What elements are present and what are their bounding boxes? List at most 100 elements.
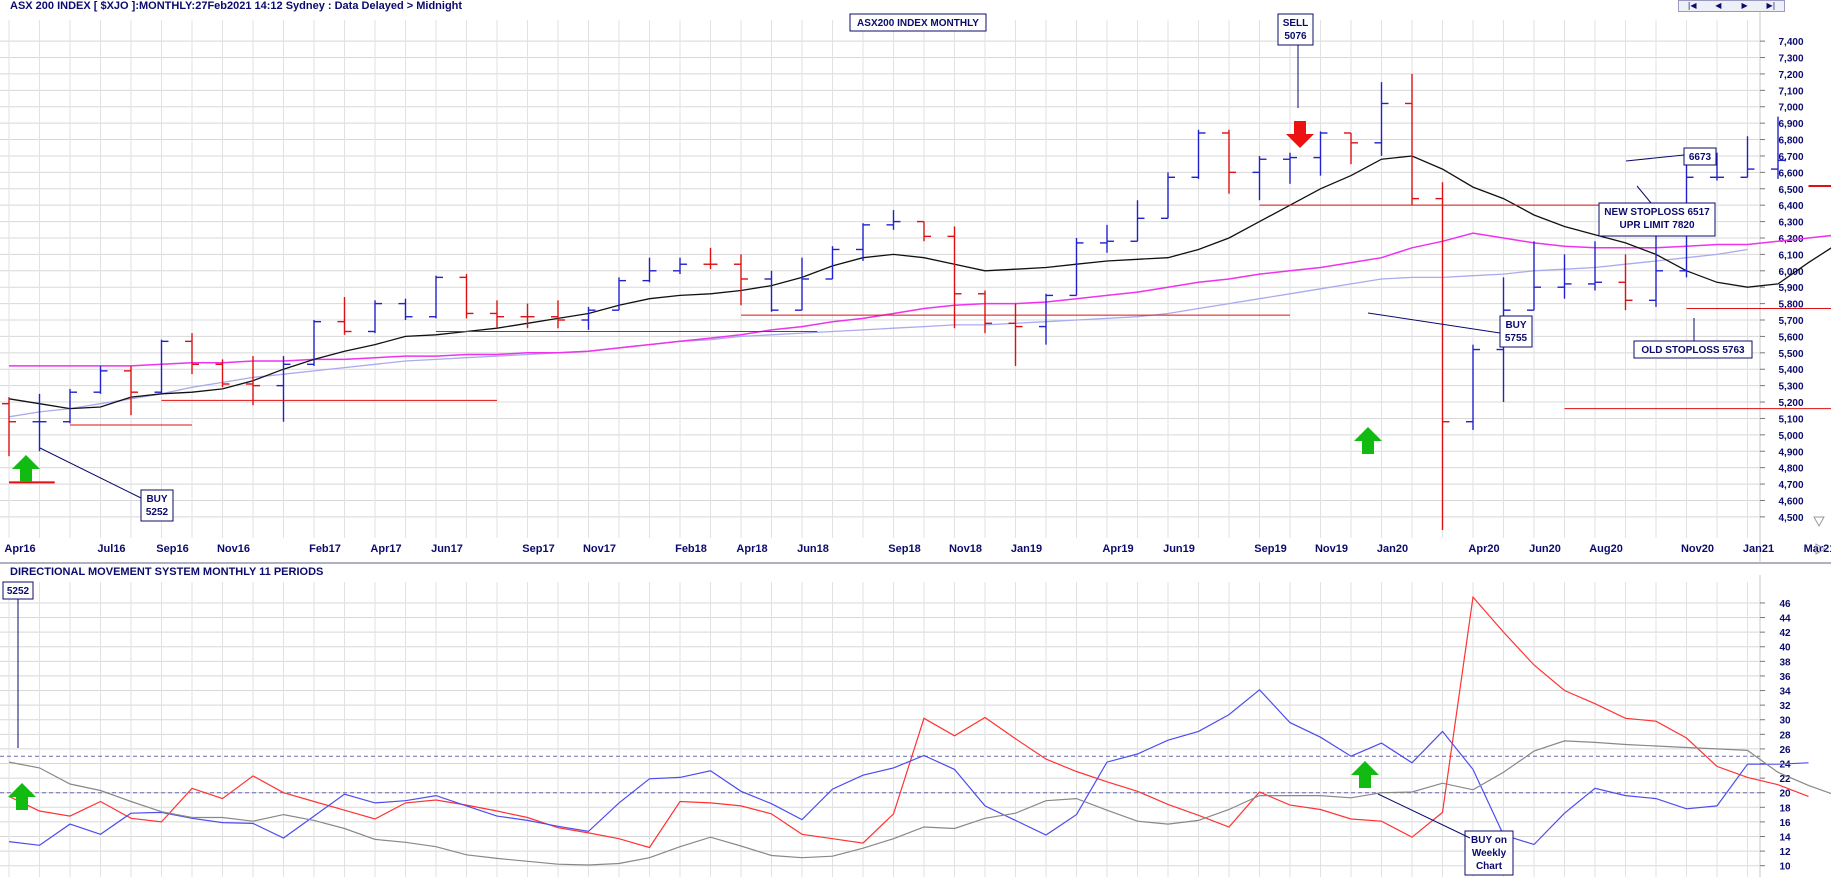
main-y-tick-label: 6,500 (1778, 185, 1803, 196)
main-y-tick-label: 5,500 (1778, 349, 1803, 360)
new-stoploss-connector (1636, 185, 1652, 204)
buy-arrow-1 (12, 455, 40, 482)
current-price-connector (1625, 154, 1685, 162)
main-y-tick-label: 7,200 (1778, 70, 1803, 81)
ind-y-tick-label: 34 (1779, 687, 1791, 698)
ind-y-tick-label: 30 (1779, 716, 1791, 727)
buy-weekly-annotation-text: BUY on (1471, 835, 1507, 846)
main-y-tick-label: 5,600 (1778, 332, 1803, 343)
main-y-tick-label: 6,000 (1778, 267, 1803, 278)
ind-y-tick-label: 24 (1779, 760, 1791, 771)
main-y-tick-label: 7,000 (1778, 103, 1803, 114)
old-stoploss-annotation-text: OLD STOPLOSS 5763 (1641, 345, 1745, 356)
indicator-header: DIRECTIONAL MOVEMENT SYSTEM MONTHLY 11 P… (10, 566, 324, 578)
moving-average-long (8, 248, 1748, 418)
buy-connector-1 (39, 447, 142, 499)
x-axis-label: Apr18 (736, 543, 767, 555)
x-axis-label: Apr20 (1468, 543, 1499, 555)
new-stoploss-annotation-text: UPR LIMIT 7820 (1619, 220, 1694, 231)
sell-annotation-text: 5076 (1284, 31, 1307, 42)
main-y-tick-label: 5,100 (1778, 414, 1803, 425)
sell-arrow (1286, 121, 1314, 148)
main-y-tick-label: 6,400 (1778, 201, 1803, 212)
main-y-tick-label: 7,300 (1778, 54, 1803, 65)
current-price-text: 6673 (1689, 152, 1712, 163)
buy-annotation-1-text: BUY (146, 494, 167, 505)
ind-y-tick-label: 28 (1779, 730, 1791, 741)
ind-y-tick-label: 36 (1779, 672, 1791, 683)
main-y-tick-label: 4,800 (1778, 464, 1803, 475)
ind-y-tick-label: 12 (1779, 847, 1791, 858)
ind-y-tick-label: 44 (1779, 614, 1791, 625)
sell-annotation-text: SELL (1283, 18, 1309, 29)
current-price-box (1683, 147, 1717, 166)
old-stoploss-annotation-box (1633, 340, 1753, 359)
buy-weekly-connector (1377, 793, 1471, 839)
y-axis-arrow (1813, 516, 1825, 528)
x-axis-label: Apr17 (370, 543, 401, 555)
prev-page-button[interactable]: ◀ (1715, 1, 1722, 10)
x-axis-label: Feb18 (675, 543, 707, 555)
last-page-button[interactable]: ▶| (1766, 1, 1776, 10)
next-page-button[interactable]: ▶ (1741, 1, 1748, 10)
ind-y-tick-label: 14 (1779, 833, 1791, 844)
buy-arrow-2 (1354, 427, 1382, 454)
main-y-tick-label: 5,800 (1778, 300, 1803, 311)
navigation-buttons: |◀ ◀ ▶ ▶| (1678, 0, 1785, 12)
dmi-series-line (8, 740, 1831, 866)
buy-annotation-2-box (1499, 315, 1533, 348)
sell-annotation-box (1277, 13, 1314, 46)
main-y-tick-label: 4,900 (1778, 447, 1803, 458)
main-y-tick-label: 4,500 (1778, 513, 1803, 524)
main-y-tick-label: 5,900 (1778, 283, 1803, 294)
ind-y-tick-label: 10 (1779, 862, 1791, 873)
ind-y-tick-label: 18 (1779, 803, 1791, 814)
x-axis-label: Jun19 (1163, 543, 1195, 555)
ind-y-tick-label: 38 (1779, 657, 1791, 668)
main-y-tick-label: 5,300 (1778, 382, 1803, 393)
main-y-tick-label: 5,200 (1778, 398, 1803, 409)
x-axis-label: Feb17 (309, 543, 341, 555)
x-axis-label: Sep19 (1254, 543, 1286, 555)
ind-value-text: 5252 (7, 586, 30, 597)
buy-annotation-2-text: BUY (1505, 320, 1526, 331)
ind-y-tick-label: 32 (1779, 701, 1791, 712)
dmi-series-line (8, 595, 1809, 849)
x-axis-label: Jan20 (1377, 543, 1408, 555)
main-y-tick-label: 7,400 (1778, 37, 1803, 48)
ind-y-tick-label: 20 (1779, 789, 1791, 800)
main-y-tick-label: 6,900 (1778, 119, 1803, 130)
new-stoploss-annotation-text: NEW STOPLOSS 6517 (1604, 207, 1710, 218)
x-axis-label: Apr16 (4, 543, 35, 555)
x-axis-label: Sep18 (888, 543, 920, 555)
buy-annotation-1-box (140, 489, 174, 522)
moving-average-short (8, 155, 1831, 410)
main-y-tick-label: 6,700 (1778, 152, 1803, 163)
x-axis-label: Jan21 (1743, 543, 1774, 555)
main-y-tick-label: 6,300 (1778, 218, 1803, 229)
chart-title-text: ASX200 INDEX MONTHLY (857, 18, 979, 29)
x-axis-label: Nov17 (583, 543, 616, 555)
main-y-tick-label: 5,700 (1778, 316, 1803, 327)
main-y-tick-label: 6,100 (1778, 250, 1803, 261)
buy-weekly-annotation-text: Chart (1476, 861, 1503, 872)
x-axis-label: Apr19 (1102, 543, 1133, 555)
x-axis-label: Sep16 (156, 543, 188, 555)
buy-annotation-1-text: 5252 (146, 507, 169, 518)
main-y-tick-label: 4,700 (1778, 480, 1803, 491)
x-axis-label: Jun18 (797, 543, 829, 555)
first-page-button[interactable]: |◀ (1687, 1, 1697, 10)
x-axis-label: Nov20 (1681, 543, 1714, 555)
ind-y-tick-label: 40 (1779, 643, 1791, 654)
main-y-tick-label: 6,600 (1778, 168, 1803, 179)
ind-y-tick-label: 46 (1779, 599, 1791, 610)
ind-y-tick-label: 26 (1779, 745, 1791, 756)
x-axis-label: Sep17 (522, 543, 554, 555)
x-axis-label: Jun20 (1529, 543, 1561, 555)
chart-header: ASX 200 INDEX [ $XJO ]:MONTHLY:27Feb2021… (10, 0, 463, 12)
buy-connector-2 (1367, 312, 1501, 334)
ind-y-tick-label: 22 (1779, 774, 1791, 785)
moving-average-mid (9, 232, 1831, 367)
